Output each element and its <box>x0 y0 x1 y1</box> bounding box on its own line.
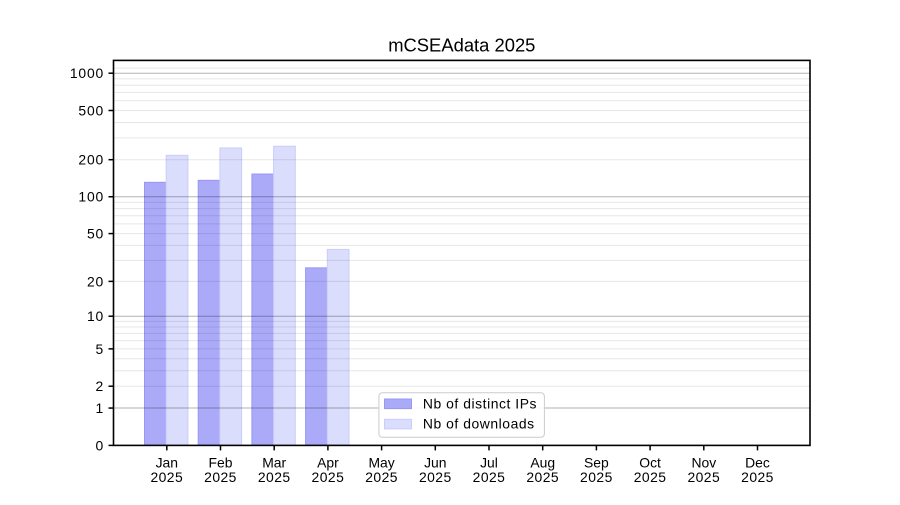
svg-text:1: 1 <box>95 400 104 416</box>
svg-text:0: 0 <box>95 437 104 453</box>
svg-text:2025: 2025 <box>526 469 559 485</box>
svg-text:1000: 1000 <box>70 65 104 81</box>
svg-text:2025: 2025 <box>741 469 774 485</box>
svg-text:Nb of distinct IPs: Nb of distinct IPs <box>423 395 537 411</box>
svg-text:2: 2 <box>95 378 104 394</box>
svg-text:5: 5 <box>95 341 104 357</box>
svg-text:Jun: Jun <box>424 455 446 471</box>
svg-text:Oct: Oct <box>639 455 661 471</box>
svg-text:May: May <box>368 455 394 471</box>
svg-text:50: 50 <box>87 225 104 241</box>
svg-text:2025: 2025 <box>687 469 720 485</box>
svg-text:100: 100 <box>78 189 104 205</box>
svg-text:Sep: Sep <box>584 455 609 471</box>
svg-text:Feb: Feb <box>209 455 233 471</box>
svg-text:10: 10 <box>87 308 104 324</box>
svg-text:2025: 2025 <box>150 469 183 485</box>
svg-text:2025: 2025 <box>204 469 237 485</box>
svg-text:200: 200 <box>78 152 104 168</box>
svg-text:Jul: Jul <box>480 455 498 471</box>
svg-text:Nb of downloads: Nb of downloads <box>423 416 535 432</box>
svg-text:Dec: Dec <box>745 455 770 471</box>
svg-text:Mar: Mar <box>262 455 286 471</box>
svg-text:Nov: Nov <box>691 455 716 471</box>
svg-text:2025: 2025 <box>365 469 398 485</box>
svg-text:Jan: Jan <box>156 455 178 471</box>
svg-text:mCSEAdata 2025: mCSEAdata 2025 <box>388 34 535 55</box>
svg-text:Apr: Apr <box>317 455 339 471</box>
svg-text:2025: 2025 <box>258 469 291 485</box>
svg-text:2025: 2025 <box>419 469 452 485</box>
svg-text:2025: 2025 <box>580 469 613 485</box>
svg-text:2025: 2025 <box>634 469 667 485</box>
svg-text:Aug: Aug <box>530 455 555 471</box>
svg-text:2025: 2025 <box>312 469 345 485</box>
svg-text:20: 20 <box>87 273 104 289</box>
svg-text:500: 500 <box>78 102 104 118</box>
svg-text:2025: 2025 <box>473 469 506 485</box>
